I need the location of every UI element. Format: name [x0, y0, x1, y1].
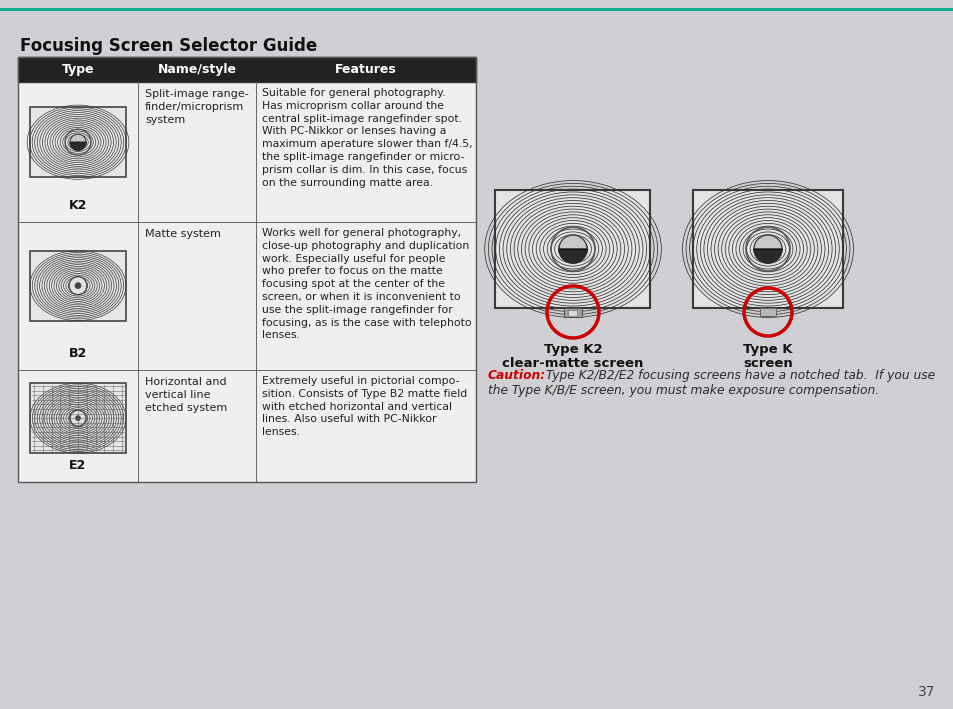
Text: Horizontal and
vertical line
etched system: Horizontal and vertical line etched syst… [145, 377, 227, 413]
Bar [568, 310, 577, 316]
Text: Matte system: Matte system [145, 229, 221, 239]
Text: 37: 37 [917, 685, 934, 699]
Bar [563, 308, 581, 317]
Text: E2: E2 [70, 459, 87, 472]
Text: the Type K/B/E screen, you must make exposure compensation.: the Type K/B/E screen, you must make exp… [488, 384, 879, 397]
Circle shape [75, 415, 80, 420]
Bar [760, 308, 775, 316]
Text: B2: B2 [69, 347, 87, 360]
Polygon shape [70, 143, 86, 150]
Bar [692, 190, 842, 308]
Circle shape [558, 235, 586, 263]
Polygon shape [558, 249, 586, 263]
Text: Features: Features [335, 63, 396, 76]
Circle shape [753, 235, 781, 263]
Bar [495, 190, 650, 308]
Text: Type K2: Type K2 [543, 343, 601, 356]
Text: Split-image range-
finder/microprism
system: Split-image range- finder/microprism sys… [145, 89, 249, 125]
Text: Focusing Screen Selector Guide: Focusing Screen Selector Guide [20, 37, 317, 55]
Text: Type: Type [62, 63, 94, 76]
Bar [18, 222, 476, 370]
Bar [18, 57, 476, 82]
Text: Extremely useful in pictorial compo-
sition. Consists of Type B2 matte field
wit: Extremely useful in pictorial compo- sit… [262, 376, 467, 437]
Bar [30, 107, 126, 177]
Bar [30, 383, 126, 453]
Text: Works well for general photography,
close-up photography and duplication
work. E: Works well for general photography, clos… [262, 228, 471, 340]
Text: screen: screen [742, 357, 792, 370]
Text: Suitable for general photography.
Has microprism collar around the
central split: Suitable for general photography. Has mi… [262, 88, 472, 188]
Text: Caution:: Caution: [488, 369, 545, 382]
Text: clear-matte screen: clear-matte screen [502, 357, 643, 370]
Text: K2: K2 [69, 199, 87, 212]
Text: Type K: Type K [742, 343, 792, 356]
Polygon shape [753, 249, 781, 263]
Bar [18, 82, 476, 222]
Circle shape [75, 283, 81, 289]
Circle shape [69, 277, 87, 295]
Bar [18, 370, 476, 482]
Circle shape [70, 411, 86, 426]
Text: Name/style: Name/style [157, 63, 236, 76]
Bar [18, 57, 476, 482]
Circle shape [70, 134, 86, 150]
Text: Type K2/B2/E2 focusing screens have a notched tab.  If you use: Type K2/B2/E2 focusing screens have a no… [541, 369, 934, 382]
Bar [30, 251, 126, 320]
